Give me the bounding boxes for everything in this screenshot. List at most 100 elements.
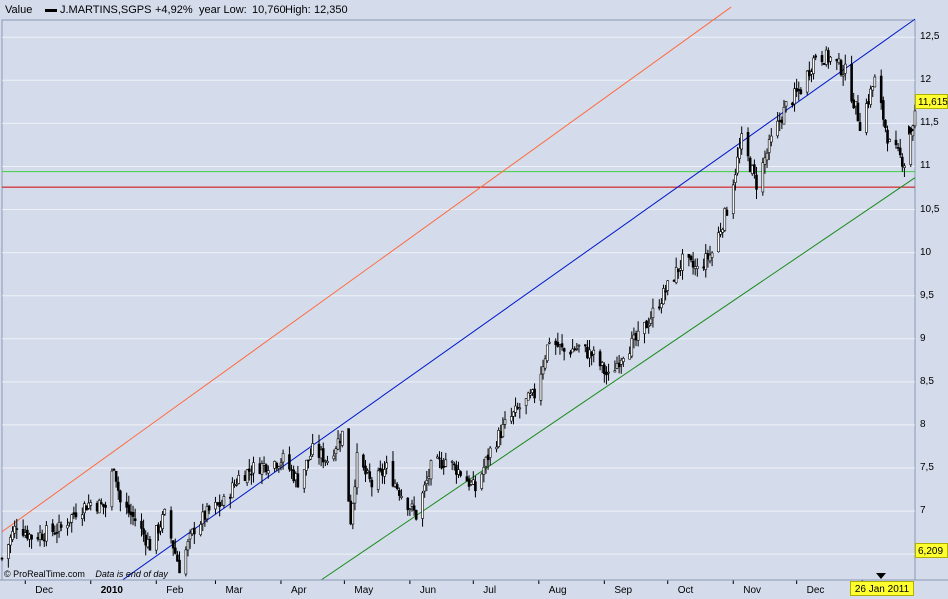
candle-body: [795, 88, 798, 92]
candle-body: [452, 463, 456, 466]
candle-body: [753, 164, 756, 174]
candle-body: [499, 431, 503, 439]
candle-body: [220, 504, 224, 506]
candle-body: [429, 460, 433, 480]
candle-body: [649, 318, 653, 324]
candle-body: [203, 511, 207, 520]
candle-body: [277, 466, 281, 469]
candle-body: [237, 474, 241, 484]
candle-body: [42, 539, 46, 542]
candle-body: [676, 268, 680, 273]
candle-body: [376, 470, 380, 490]
candle-body: [362, 454, 365, 468]
candle-body: [769, 135, 773, 143]
candle-body: [696, 265, 699, 269]
candle-body: [338, 441, 342, 444]
candle-body: [9, 537, 12, 546]
candle-body: [903, 165, 906, 168]
candle-body: [805, 70, 809, 93]
candle-body: [266, 470, 270, 474]
candle-body: [740, 133, 743, 150]
candle-body: [119, 490, 122, 503]
candle-body: [531, 389, 534, 393]
candle-body: [666, 280, 670, 291]
candle-body: [584, 344, 587, 347]
candle-body: [867, 101, 870, 104]
candle-body: [398, 490, 401, 496]
candle-body: [898, 147, 902, 156]
candle-body: [425, 480, 429, 484]
candle-body: [569, 351, 572, 355]
candle-body: [575, 348, 579, 350]
y-tick-label: 9: [920, 332, 926, 344]
candle-body: [577, 344, 581, 347]
candle-body: [630, 338, 634, 357]
y-tick-label: 7,5: [920, 462, 934, 473]
y-tick-label: 12,5: [920, 31, 940, 43]
candle-body: [526, 392, 530, 401]
candle-body: [97, 500, 101, 514]
candle-body: [72, 512, 76, 515]
candle-body: [87, 502, 90, 509]
candle-body: [482, 466, 486, 475]
candle-body: [820, 55, 824, 62]
candle-body: [0, 557, 4, 560]
candle-body: [353, 486, 357, 504]
candle-body: [13, 525, 16, 534]
candle-body: [366, 470, 369, 473]
x-tick-label: Oct: [677, 585, 694, 596]
candle-body: [814, 55, 817, 58]
candle-body: [294, 473, 298, 481]
candle-body: [311, 443, 314, 455]
candle-body: [444, 459, 448, 467]
candle-body: [53, 532, 57, 535]
y-tick-label: 12: [920, 74, 932, 86]
candle-body: [385, 462, 388, 469]
candle-body: [296, 473, 300, 488]
candle-body: [89, 502, 93, 506]
candle-body: [393, 482, 397, 487]
candle-body: [693, 266, 697, 269]
candle-body: [11, 531, 14, 540]
candle-body: [317, 443, 321, 458]
candle-body: [400, 496, 403, 498]
candle-body: [258, 463, 262, 474]
instrument-name: J.MARTINS,SGPS: [60, 4, 152, 16]
year-low-label: year Low:: [199, 4, 247, 16]
y-tick-label: 9,5: [920, 289, 934, 301]
y-tick-label: 8: [920, 418, 926, 430]
candle-body: [484, 456, 488, 467]
candle-body: [812, 57, 815, 74]
candle-body: [884, 119, 887, 128]
candle-body: [30, 534, 33, 540]
candle-body: [349, 500, 353, 525]
candle-body: [474, 481, 477, 492]
candle-body: [336, 438, 340, 450]
candle-body: [651, 307, 655, 319]
candle-body: [495, 446, 498, 450]
candle-body: [810, 71, 813, 75]
candle-body: [157, 524, 160, 534]
candle-body: [406, 497, 410, 511]
candle-body: [351, 503, 355, 525]
candle-body: [791, 102, 794, 106]
candle-body: [364, 465, 367, 475]
candle-body: [909, 133, 913, 165]
candle-body: [548, 342, 551, 344]
candle-body: [36, 536, 40, 540]
upper-channel-line: [1, 6, 732, 533]
x-tick-label: Nov: [743, 585, 762, 596]
candle-body: [38, 532, 42, 540]
x-tick-label: Dec: [806, 585, 825, 596]
candle-body: [503, 419, 507, 425]
candle-body: [216, 502, 219, 505]
candle-body: [414, 510, 418, 520]
candle-body: [129, 511, 133, 516]
candle-body: [850, 63, 853, 102]
candle-body: [163, 508, 167, 515]
candle-body: [112, 468, 116, 471]
candle-body: [761, 162, 765, 193]
candle-body: [171, 540, 175, 549]
candle-body: [879, 75, 883, 104]
